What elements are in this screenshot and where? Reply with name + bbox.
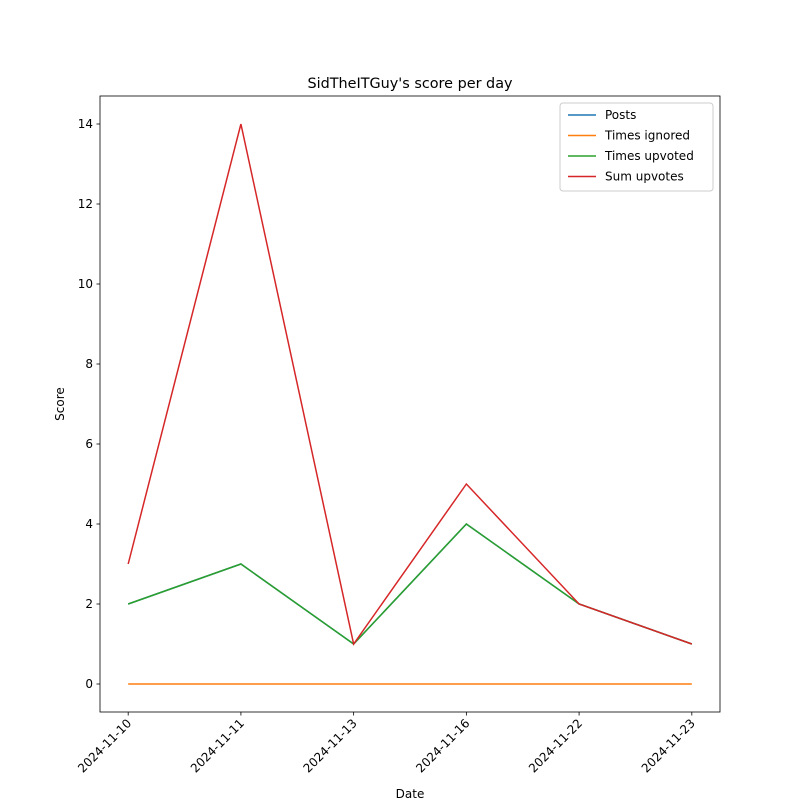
legend-label: Times upvoted bbox=[604, 149, 694, 163]
plot-frame bbox=[99, 95, 721, 713]
y-tick-label: 8 bbox=[85, 357, 93, 371]
y-tick-label: 4 bbox=[85, 517, 93, 531]
y-tick-label: 14 bbox=[78, 117, 93, 131]
y-tick-label: 2 bbox=[85, 597, 93, 611]
line-series bbox=[127, 523, 693, 645]
legend-label: Posts bbox=[605, 108, 636, 122]
x-tick-label: 2024-11-10 bbox=[75, 716, 134, 775]
y-tick-label: 12 bbox=[78, 197, 93, 211]
x-tick-label: 2024-11-13 bbox=[301, 716, 360, 775]
legend-box bbox=[559, 102, 714, 192]
legend-label: Times ignored bbox=[604, 129, 690, 143]
line-series bbox=[127, 123, 693, 646]
y-tick-label: 10 bbox=[78, 277, 93, 291]
x-tick-label: 2024-11-11 bbox=[188, 716, 247, 775]
y-tick-label: 6 bbox=[85, 437, 93, 451]
x-tick-label: 2024-11-22 bbox=[526, 716, 585, 775]
x-axis-label: Date bbox=[396, 787, 425, 800]
chart-title: SidTheITGuy's score per day bbox=[307, 76, 513, 92]
y-tick-label: 0 bbox=[85, 677, 93, 691]
legend-label: Sum upvotes bbox=[605, 170, 684, 184]
x-tick-label: 2024-11-16 bbox=[413, 716, 472, 775]
y-axis-label: Score bbox=[53, 387, 67, 421]
legend: Posts Times ignored Times upvoted Sum upvot… bbox=[559, 102, 714, 192]
x-tick-label: 2024-11-23 bbox=[639, 716, 698, 775]
